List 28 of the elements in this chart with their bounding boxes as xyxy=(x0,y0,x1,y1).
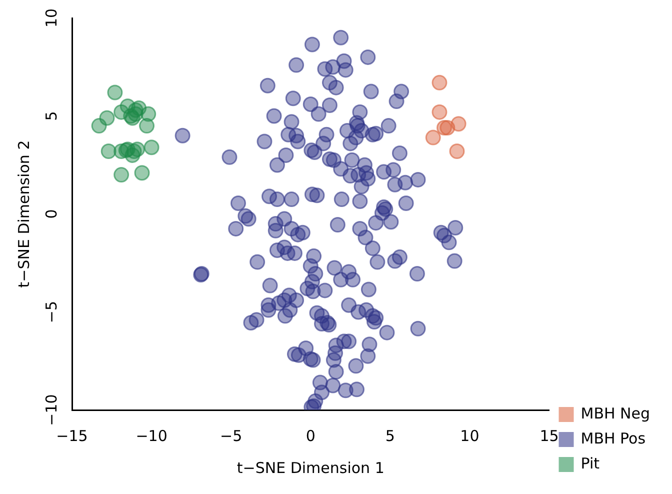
legend-label: Pit xyxy=(580,454,600,472)
point xyxy=(134,165,150,181)
point xyxy=(139,118,155,134)
point xyxy=(432,104,448,120)
point xyxy=(114,167,130,183)
point xyxy=(91,118,107,134)
y-tick-label: 10 xyxy=(42,8,60,28)
point xyxy=(144,140,160,156)
point xyxy=(107,84,123,100)
y-tick-label: 0 xyxy=(42,209,60,219)
point xyxy=(432,74,448,90)
x-tick-label: 15 xyxy=(540,426,559,445)
point xyxy=(449,144,465,160)
point xyxy=(425,130,441,146)
legend-label: MBH Neg xyxy=(580,404,650,422)
x-tick-label: 5 xyxy=(385,426,395,445)
x-tick-label: 0 xyxy=(306,426,316,445)
x-tick-label: 10 xyxy=(460,426,480,445)
y-tick-label: 5 xyxy=(42,111,60,121)
x-tick-label: −5 xyxy=(220,426,242,445)
x-axis-title: t−SNE Dimension 1 xyxy=(236,458,384,477)
point xyxy=(100,144,116,160)
x-tick-label: −10 xyxy=(136,426,168,445)
point xyxy=(450,116,466,132)
x-tick-label: −15 xyxy=(56,426,88,445)
y-axis-title: t−SNE Dimension 2 xyxy=(14,140,33,288)
legend-label: MBH Pos xyxy=(580,429,646,448)
y-tick-label: −5 xyxy=(42,300,60,324)
